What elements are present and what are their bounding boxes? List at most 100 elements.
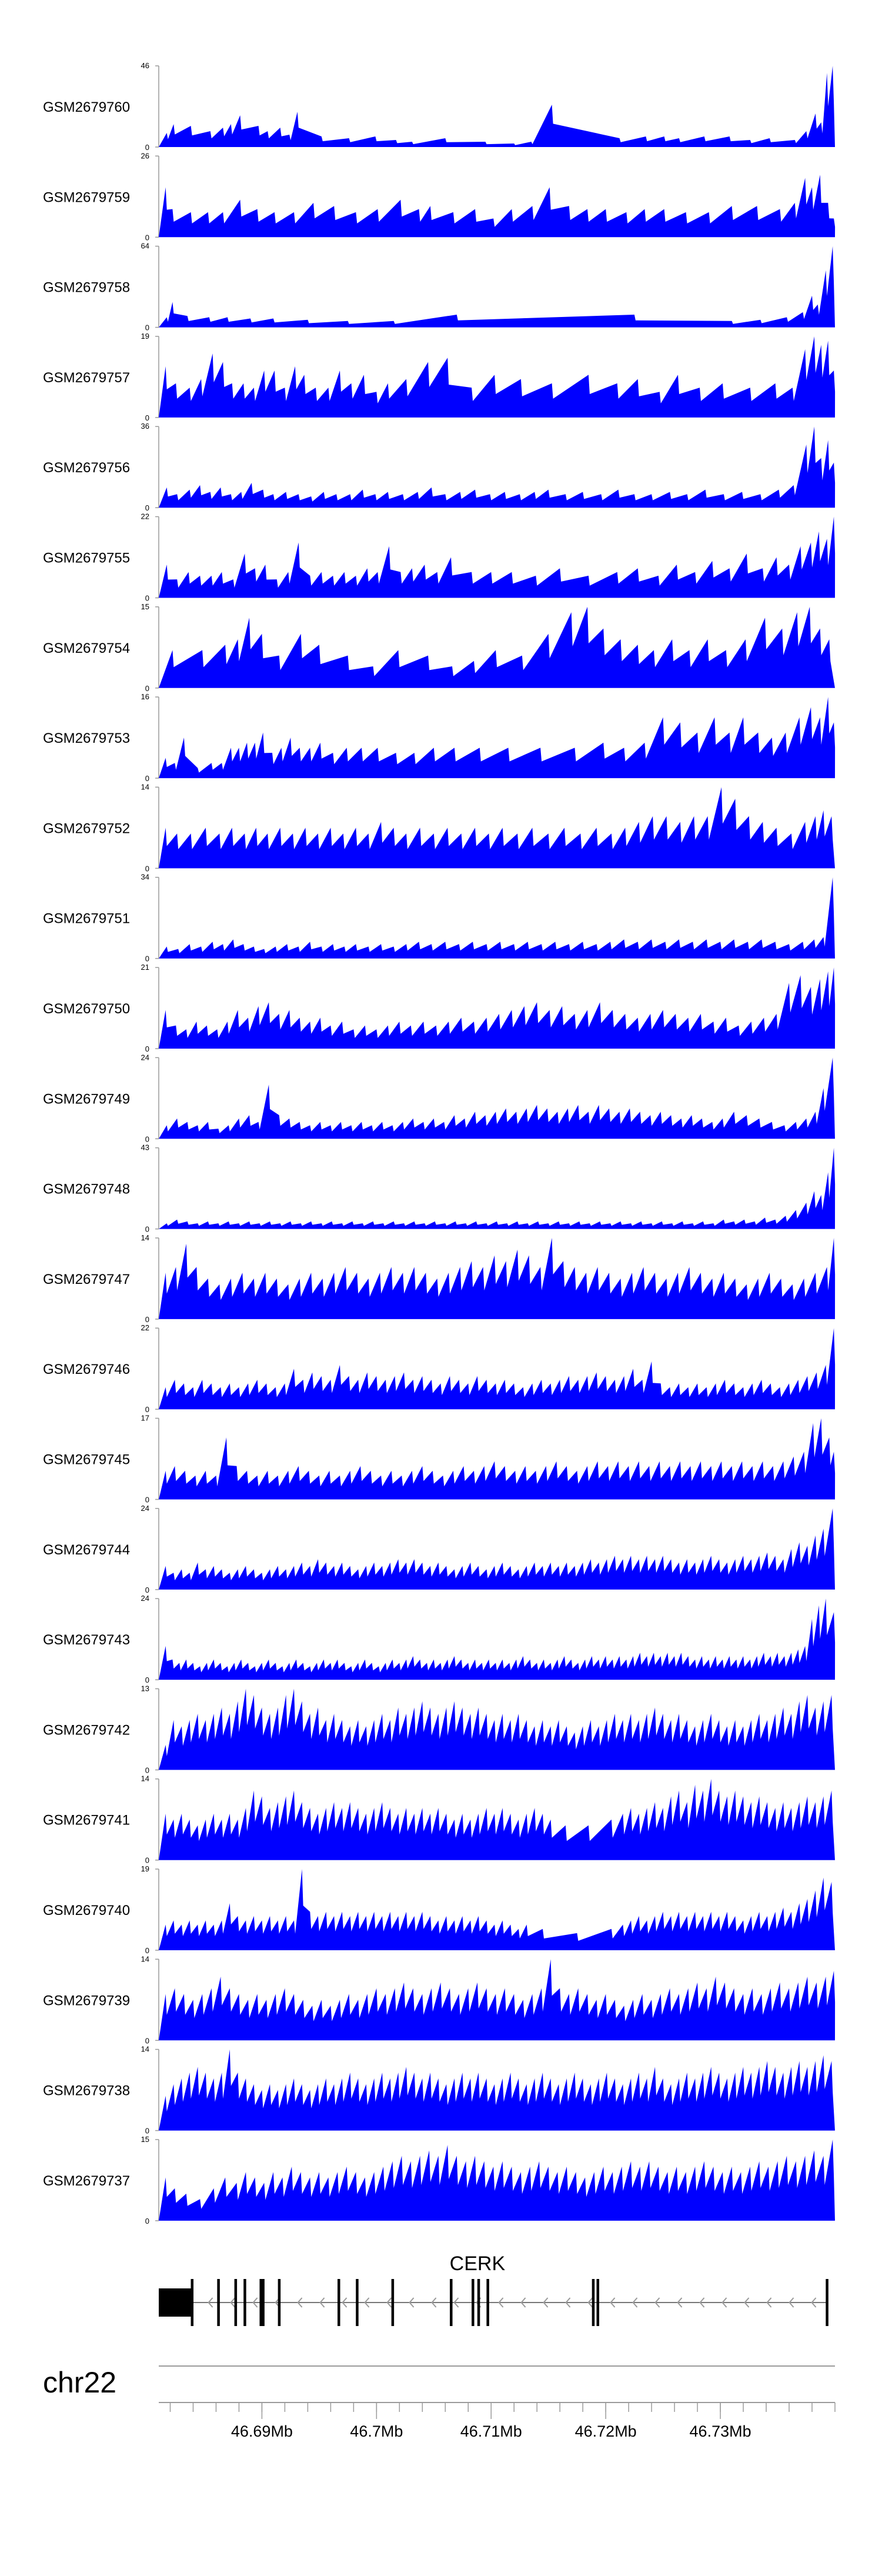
axis-tick-label: 46.71Mb bbox=[460, 2422, 522, 2440]
track-ymax-label: 13 bbox=[141, 1684, 149, 1693]
track-label: GSM2679758 bbox=[43, 280, 130, 296]
gene-exon bbox=[391, 2279, 395, 2326]
track-label: GSM2679754 bbox=[43, 640, 130, 656]
track-ymax-label: 43 bbox=[141, 1143, 149, 1152]
gene-exon bbox=[338, 2279, 340, 2326]
gene-utr-box bbox=[159, 2288, 191, 2317]
strand-arrow bbox=[721, 2297, 727, 2308]
track-ymax-label: 22 bbox=[141, 512, 149, 521]
track-ymax-label: 14 bbox=[141, 782, 149, 791]
coverage-area bbox=[159, 1508, 835, 1590]
track-ymax-label: 22 bbox=[141, 1323, 149, 1332]
strand-arrow bbox=[230, 2297, 236, 2308]
track-ymax-label: 15 bbox=[141, 602, 149, 611]
gene-track: CERK bbox=[159, 2253, 828, 2326]
track-ymin-label: 0 bbox=[145, 1134, 149, 1143]
strand-arrow bbox=[744, 2297, 750, 2308]
coverage-area bbox=[159, 967, 836, 1049]
track-ymax-label: 21 bbox=[141, 963, 149, 972]
strand-arrow bbox=[208, 2297, 213, 2308]
track-label: GSM2679740 bbox=[43, 1903, 130, 1918]
gene-exon bbox=[450, 2279, 453, 2326]
strand-arrow bbox=[520, 2297, 526, 2308]
strand-arrow bbox=[386, 2297, 392, 2308]
track-label: GSM2679749 bbox=[43, 1091, 130, 1107]
gene-exon bbox=[826, 2279, 828, 2326]
track-GSM2679749: GSM2679749 24 0 bbox=[43, 1053, 835, 1143]
track-ymax-label: 14 bbox=[141, 1954, 149, 1963]
track-ymax-label: 46 bbox=[141, 61, 149, 70]
track-GSM2679757: GSM2679757 19 0 bbox=[43, 332, 836, 422]
strand-arrow bbox=[297, 2297, 303, 2308]
track-ymin-label: 0 bbox=[145, 864, 149, 873]
gene-exon bbox=[217, 2279, 220, 2326]
track-ymin-label: 0 bbox=[145, 1045, 149, 1053]
track-label: GSM2679739 bbox=[43, 1993, 130, 2008]
coverage-area bbox=[159, 606, 835, 688]
track-ymin-label: 0 bbox=[145, 1225, 149, 1234]
track-GSM2679737: GSM2679737 15 0 bbox=[43, 2135, 835, 2225]
track-ymax-label: 16 bbox=[141, 692, 149, 701]
coverage-area bbox=[159, 1778, 835, 1860]
coverage-area bbox=[159, 1057, 835, 1139]
track-label: GSM2679760 bbox=[43, 99, 130, 115]
track-label: GSM2679757 bbox=[43, 370, 130, 386]
track-label: GSM2679743 bbox=[43, 1632, 130, 1648]
track-GSM2679753: GSM2679753 16 0 bbox=[43, 692, 836, 783]
chromosome-label: chr22 bbox=[43, 2366, 116, 2399]
track-GSM2679738: GSM2679738 14 0 bbox=[43, 2045, 835, 2135]
coverage-area bbox=[159, 2049, 835, 2131]
track-label: GSM2679745 bbox=[43, 1452, 130, 1468]
track-ymin-label: 0 bbox=[145, 774, 149, 783]
strand-arrow bbox=[543, 2297, 549, 2308]
track-GSM2679752: GSM2679752 14 0 bbox=[43, 782, 835, 873]
track-GSM2679748: GSM2679748 43 0 bbox=[43, 1143, 836, 1234]
axis-tick-label: 46.72Mb bbox=[575, 2422, 637, 2440]
track-GSM2679745: GSM2679745 17 0 bbox=[43, 1414, 836, 1504]
track-ymin-label: 0 bbox=[145, 1766, 149, 1774]
strand-arrow bbox=[565, 2297, 571, 2308]
strand-arrow bbox=[789, 2297, 794, 2308]
track-GSM2679754: GSM2679754 15 0 bbox=[43, 602, 835, 693]
track-ymax-label: 14 bbox=[141, 1774, 149, 1783]
strand-arrow bbox=[699, 2297, 705, 2308]
gene-exon bbox=[234, 2279, 238, 2326]
coverage-area bbox=[159, 877, 835, 959]
track-label: GSM2679750 bbox=[43, 1001, 130, 1017]
track-label: GSM2679742 bbox=[43, 1722, 130, 1738]
coverage-area bbox=[159, 1869, 835, 1950]
coverage-area bbox=[159, 336, 836, 418]
track-GSM2679741: GSM2679741 14 0 bbox=[43, 1774, 835, 1865]
track-ymax-label: 14 bbox=[141, 1233, 149, 1242]
track-label: GSM2679748 bbox=[43, 1182, 130, 1197]
track-GSM2679755: GSM2679755 22 0 bbox=[43, 512, 836, 603]
track-GSM2679751: GSM2679751 34 0 bbox=[43, 873, 835, 963]
coverage-area bbox=[159, 787, 835, 869]
track-ymin-label: 0 bbox=[145, 143, 149, 152]
gene-exon bbox=[596, 2279, 600, 2326]
track-ymax-label: 24 bbox=[141, 1504, 149, 1513]
axis-tick-label: 46.69Mb bbox=[231, 2422, 293, 2440]
gene-exon bbox=[191, 2279, 194, 2326]
axis-tick-label: 46.7Mb bbox=[350, 2422, 403, 2440]
track-ymin-label: 0 bbox=[145, 955, 149, 963]
track-ymin-label: 0 bbox=[145, 413, 149, 422]
track-label: GSM2679738 bbox=[43, 2083, 130, 2099]
strand-arrow bbox=[632, 2297, 638, 2308]
track-ymax-label: 19 bbox=[141, 1864, 149, 1873]
genomic-axis: chr22 46.69Mb 46.7Mb 46.71Mb 46.72Mb 46.73Mb bbox=[43, 2365, 836, 2440]
track-ymax-label: 19 bbox=[141, 332, 149, 341]
track-ymin-label: 0 bbox=[145, 2217, 149, 2225]
gene-exon bbox=[472, 2279, 475, 2326]
strand-arrow bbox=[364, 2297, 370, 2308]
track-GSM2679750: GSM2679750 21 0 bbox=[43, 963, 836, 1053]
track-label: GSM2679753 bbox=[43, 730, 130, 746]
track-ymin-label: 0 bbox=[145, 594, 149, 603]
track-GSM2679760: GSM2679760 46 0 bbox=[43, 61, 835, 152]
strand-arrow bbox=[498, 2297, 504, 2308]
track-ymax-label: 36 bbox=[141, 422, 149, 431]
track-ymax-label: 26 bbox=[141, 151, 149, 160]
coverage-area bbox=[159, 426, 836, 508]
coverage-area bbox=[159, 66, 835, 147]
track-GSM2679743: GSM2679743 24 0 bbox=[43, 1594, 836, 1684]
